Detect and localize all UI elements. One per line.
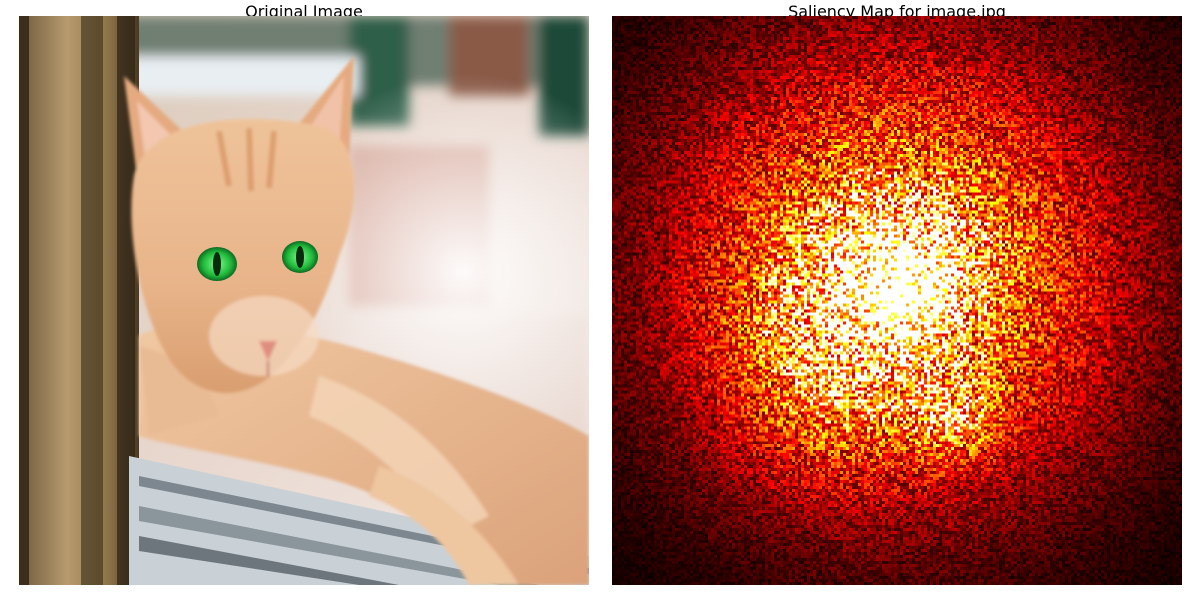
cat-photo-image: [19, 16, 589, 585]
original-image-title: Original Image: [245, 2, 363, 21]
saliency-heatmap: [612, 16, 1182, 585]
saliency-map-title: Saliency Map for image.jpg: [788, 2, 1006, 21]
saliency-map-panel: Saliency Map for image.jpg: [612, 4, 1182, 585]
original-image-panel: Original Image: [19, 4, 589, 585]
